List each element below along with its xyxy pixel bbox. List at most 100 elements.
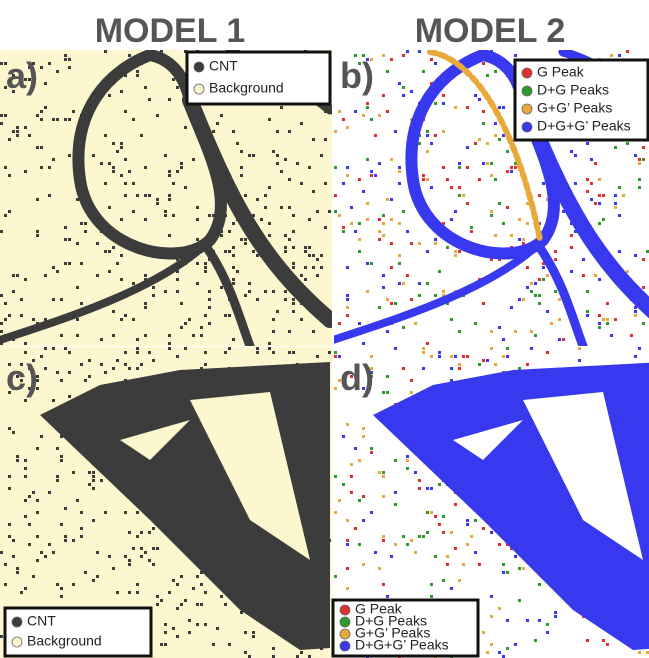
pixel (128, 531, 131, 534)
pixel (638, 186, 641, 189)
pixel (120, 142, 123, 145)
pixel (346, 314, 349, 317)
pixel (96, 242, 99, 245)
pixel (140, 363, 143, 366)
pixel (386, 595, 389, 598)
pixel (168, 198, 171, 201)
legend-label: D+G Peaks (537, 82, 609, 98)
pixel (152, 563, 155, 566)
pixel (434, 555, 437, 558)
pixel (76, 286, 79, 289)
pixel (430, 511, 433, 514)
pixel (422, 535, 425, 538)
pixel (48, 543, 51, 546)
pixel (598, 178, 601, 181)
pixel (574, 154, 577, 157)
pixel (120, 218, 123, 221)
pixel (80, 262, 83, 265)
pixel (284, 158, 287, 161)
pixel (530, 330, 533, 333)
pixel (168, 347, 171, 350)
pixel (502, 222, 505, 225)
pixel (382, 539, 385, 542)
pixel (212, 643, 215, 646)
pixel (634, 310, 637, 313)
pixel (248, 154, 251, 157)
pixel (506, 206, 509, 209)
pixel (116, 359, 119, 362)
pixel (112, 170, 115, 173)
pixel (268, 234, 271, 237)
pixel (284, 250, 287, 253)
pixel (346, 519, 349, 522)
pixel (438, 483, 441, 486)
pixel (482, 62, 485, 65)
pixel (506, 170, 509, 173)
pixel (450, 367, 453, 370)
legend-label: G Peak (537, 64, 585, 80)
pixel (0, 322, 3, 325)
pixel (614, 146, 617, 149)
pixel (68, 154, 71, 157)
pixel (120, 254, 123, 257)
pixel (20, 591, 23, 594)
pixel (402, 94, 405, 97)
pixel (390, 555, 393, 558)
pixel (104, 371, 107, 374)
pixel (354, 110, 357, 113)
pixel (334, 210, 337, 213)
pixel (256, 351, 259, 354)
pixel (382, 222, 385, 225)
pixel (108, 206, 111, 209)
pixel (196, 206, 199, 209)
pixel (172, 214, 175, 217)
pixel (342, 483, 345, 486)
pixel (124, 363, 127, 366)
pixel (312, 330, 315, 333)
pixel (284, 298, 287, 301)
pixel (586, 639, 589, 642)
pixel (634, 154, 637, 157)
legend-label: CNT (27, 613, 56, 629)
pixel (410, 90, 413, 93)
pixel (240, 150, 243, 153)
pixel (28, 523, 31, 526)
pixel (506, 647, 509, 650)
pixel (614, 194, 617, 197)
pixel (410, 379, 413, 382)
pixel (24, 459, 27, 462)
pixel (292, 298, 295, 301)
pixel (80, 302, 83, 305)
pixel (104, 182, 107, 185)
pixel (494, 363, 497, 366)
pixel (406, 274, 409, 277)
pixel (398, 166, 401, 169)
pixel (12, 539, 15, 542)
legend-swatch (194, 84, 204, 94)
pixel (382, 234, 385, 237)
pixel (292, 310, 295, 313)
pixel (80, 511, 83, 514)
pixel (394, 130, 397, 133)
pixel (366, 158, 369, 161)
pixel (156, 198, 159, 201)
pixel (638, 178, 641, 181)
pixel (276, 162, 279, 165)
pixel (112, 310, 115, 313)
pixel (454, 250, 457, 253)
pixel (386, 330, 389, 333)
pixel (422, 367, 425, 370)
pixel (458, 166, 461, 169)
pixel (288, 238, 291, 241)
pixel (466, 523, 469, 526)
pixel (196, 575, 199, 578)
pixel (514, 330, 517, 333)
pixel (200, 334, 203, 337)
pixel (334, 130, 337, 133)
pixel (176, 607, 179, 610)
pixel (626, 270, 629, 273)
pixel (36, 146, 39, 149)
pixel (598, 194, 601, 197)
pixel (80, 527, 83, 530)
pixel (24, 170, 27, 173)
